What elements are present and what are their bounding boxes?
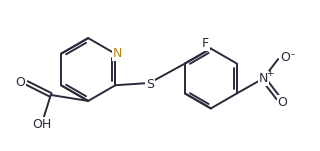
Text: O: O (280, 51, 290, 64)
Text: N: N (113, 47, 122, 60)
Text: F: F (202, 37, 209, 50)
Text: O: O (15, 76, 25, 90)
Text: O: O (278, 96, 288, 109)
Text: +: + (266, 69, 274, 78)
Text: S: S (146, 78, 154, 91)
Text: -: - (291, 49, 294, 59)
Text: N: N (259, 72, 268, 85)
Text: OH: OH (32, 118, 52, 131)
